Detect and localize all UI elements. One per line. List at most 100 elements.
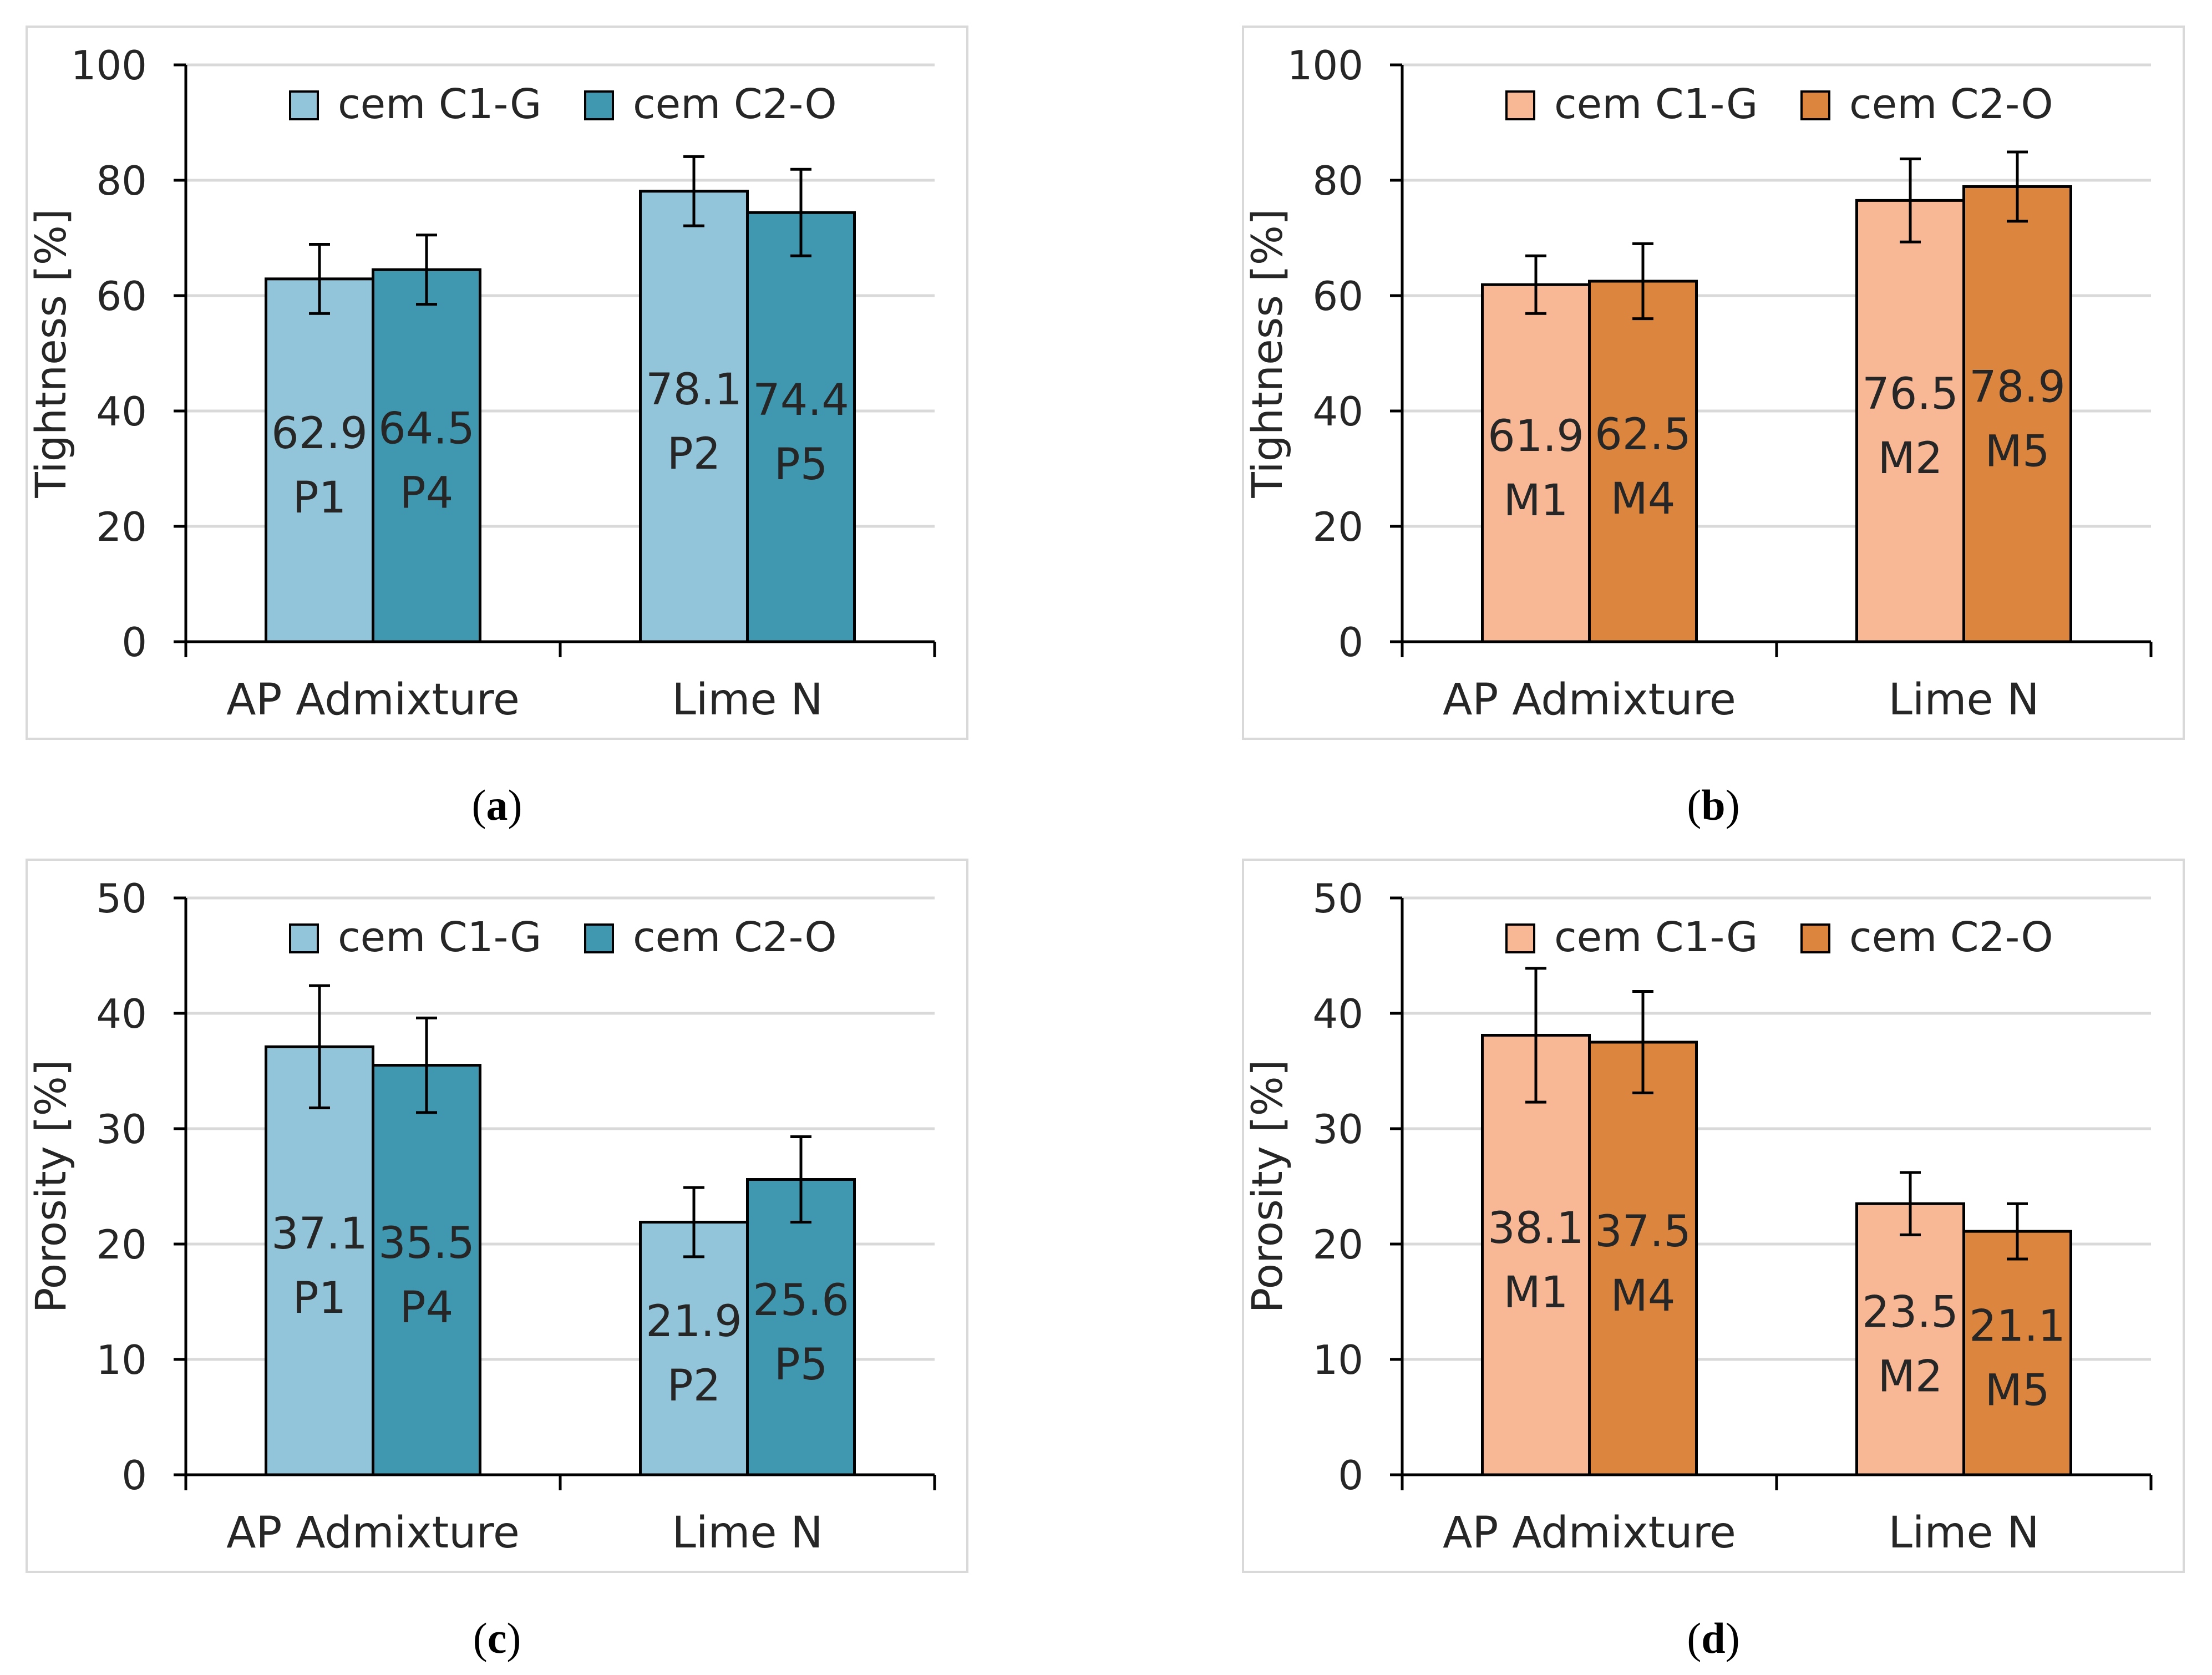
- panel-caption: (b): [1687, 781, 1739, 829]
- legend-swatch: [1800, 90, 1830, 120]
- data-label-code: M5: [1985, 1366, 2050, 1416]
- x-category-label: AP Admixture: [226, 1508, 520, 1558]
- y-tick-label: 40: [96, 388, 147, 435]
- y-axis-label: Tightness [%]: [1242, 209, 1292, 498]
- caption-close: ): [508, 781, 522, 829]
- bar: [1855, 199, 1965, 643]
- caption-letter: d: [1701, 1614, 1725, 1662]
- y-tick-labels: 0 20 40 60 80 100: [71, 42, 186, 666]
- x-category-label: Lime N: [1888, 1508, 2039, 1558]
- caption-letter: c: [488, 1614, 507, 1662]
- y-tick-label: 30: [1312, 1106, 1363, 1153]
- y-tick-labels: 0 10 20 30 40 50: [96, 875, 186, 1499]
- legend-label: cem C2-O: [633, 913, 837, 961]
- y-axis-label: Porosity [%]: [1242, 1060, 1292, 1313]
- legend: cem C1-G cem C2-O: [1505, 913, 2053, 961]
- bar: [1588, 280, 1698, 643]
- data-label-code: M2: [1878, 434, 1943, 484]
- legend-swatch: [289, 923, 319, 953]
- data-label-code: P2: [667, 1361, 721, 1411]
- data-label-code: P1: [293, 1273, 347, 1323]
- y-tick-labels: 0 20 40 60 80 100: [1287, 42, 1402, 666]
- legend-swatch: [1800, 923, 1830, 953]
- bar-group: 62.9 P1 64.5 P4: [265, 234, 481, 643]
- bar: [1855, 1202, 1965, 1476]
- caption-close: ): [506, 1614, 521, 1662]
- y-tick-label: 80: [1312, 158, 1363, 204]
- y-tick-label: 20: [1312, 1221, 1363, 1268]
- data-label-code: M1: [1504, 1268, 1569, 1318]
- bar: [639, 190, 749, 643]
- bar: [639, 1220, 749, 1476]
- panel-caption: (d): [1687, 1614, 1739, 1662]
- y-tick-label: 80: [96, 158, 147, 204]
- panel-caption: (a): [472, 781, 522, 829]
- y-tick-label: 40: [96, 991, 147, 1037]
- data-label-code: P4: [400, 1283, 454, 1333]
- y-tick-label: 40: [1312, 991, 1363, 1037]
- bar: [372, 268, 481, 643]
- legend-swatch: [1505, 90, 1535, 120]
- x-category-label: Lime N: [672, 675, 823, 725]
- y-tick-label: 100: [71, 42, 147, 89]
- bar: [372, 1064, 481, 1476]
- data-label-code: P5: [774, 1340, 828, 1390]
- data-label-code: M4: [1611, 474, 1676, 524]
- data-label-code: P5: [774, 440, 828, 490]
- caption-letter: b: [1701, 781, 1725, 829]
- bar-group: 78.1 P2 74.4 P5: [639, 155, 856, 643]
- y-tick-label: 30: [96, 1106, 147, 1153]
- y-tick-label: 10: [96, 1337, 147, 1383]
- y-axis-label: Tightness [%]: [26, 209, 75, 498]
- panel-c: 0 10 20 30 40 50 Porosity [%] 37.1 P1 35.5 P4 AP Ad…: [26, 859, 968, 1662]
- bar-group: 21.9 P2 25.6 P5: [639, 1135, 856, 1476]
- data-label-value: 37.1: [271, 1209, 368, 1259]
- bar: [1962, 1230, 2072, 1476]
- caption-close: ): [1726, 1614, 1740, 1662]
- data-label-code: M2: [1878, 1352, 1943, 1402]
- bar: [1481, 283, 1591, 643]
- data-label-value: 61.9: [1488, 412, 1584, 461]
- data-label-value: 78.9: [1969, 363, 2066, 413]
- caption-open: (: [1687, 1614, 1701, 1662]
- data-label-value: 21.1: [1969, 1302, 2066, 1352]
- bar: [746, 211, 856, 643]
- legend-label: cem C1-G: [1554, 913, 1758, 961]
- x-category-label: AP Admixture: [226, 675, 520, 725]
- legend-swatch: [584, 923, 614, 953]
- legend-swatch: [1505, 923, 1535, 953]
- x-category-label: AP Admixture: [1443, 675, 1736, 725]
- legend-label: cem C1-G: [1554, 80, 1758, 128]
- data-label-value: 62.5: [1595, 410, 1691, 460]
- data-label-code: M5: [1985, 427, 2050, 477]
- legend-label: cem C1-G: [338, 913, 541, 961]
- legend-swatch: [289, 90, 319, 120]
- y-tick-label: 50: [1312, 875, 1363, 922]
- legend: cem C1-G cem C2-O: [289, 913, 837, 961]
- data-label-code: P1: [293, 473, 347, 523]
- legend-label: cem C2-O: [633, 80, 837, 128]
- panel-b: 0 20 40 60 80 100 Tightness [%] 61.9 M1 62.5 M4 AP …: [1242, 26, 2185, 829]
- bar: [1962, 185, 2072, 643]
- data-label-value: 23.5: [1862, 1288, 1959, 1338]
- data-label-code: M4: [1611, 1271, 1676, 1321]
- bar-group: 37.1 P1 35.5 P4: [265, 984, 481, 1476]
- y-tick-label: 0: [1338, 619, 1363, 666]
- data-label-code: M1: [1504, 476, 1569, 526]
- data-label-code: P4: [400, 469, 454, 519]
- caption-letter: a: [486, 781, 508, 829]
- x-category-label: AP Admixture: [1443, 1508, 1736, 1558]
- bar-group: 23.5 M2 21.1 M5: [1855, 1171, 2072, 1476]
- y-tick-labels: 0 10 20 30 40 50: [1312, 875, 1402, 1499]
- legend-swatch: [584, 90, 614, 120]
- y-tick-label: 100: [1287, 42, 1363, 89]
- data-label-value: 64.5: [378, 404, 475, 454]
- y-tick-label: 0: [1338, 1452, 1363, 1499]
- panel-d: 0 10 20 30 40 50 Porosity [%] 38.1 M1 37.5 M4 AP Ad…: [1242, 859, 2185, 1662]
- y-tick-label: 20: [1312, 504, 1363, 550]
- y-tick-label: 60: [1312, 273, 1363, 319]
- caption-close: ): [1726, 781, 1740, 829]
- bar-group: 61.9 M1 62.5 M4: [1481, 242, 1698, 643]
- data-label-value: 76.5: [1862, 369, 1959, 419]
